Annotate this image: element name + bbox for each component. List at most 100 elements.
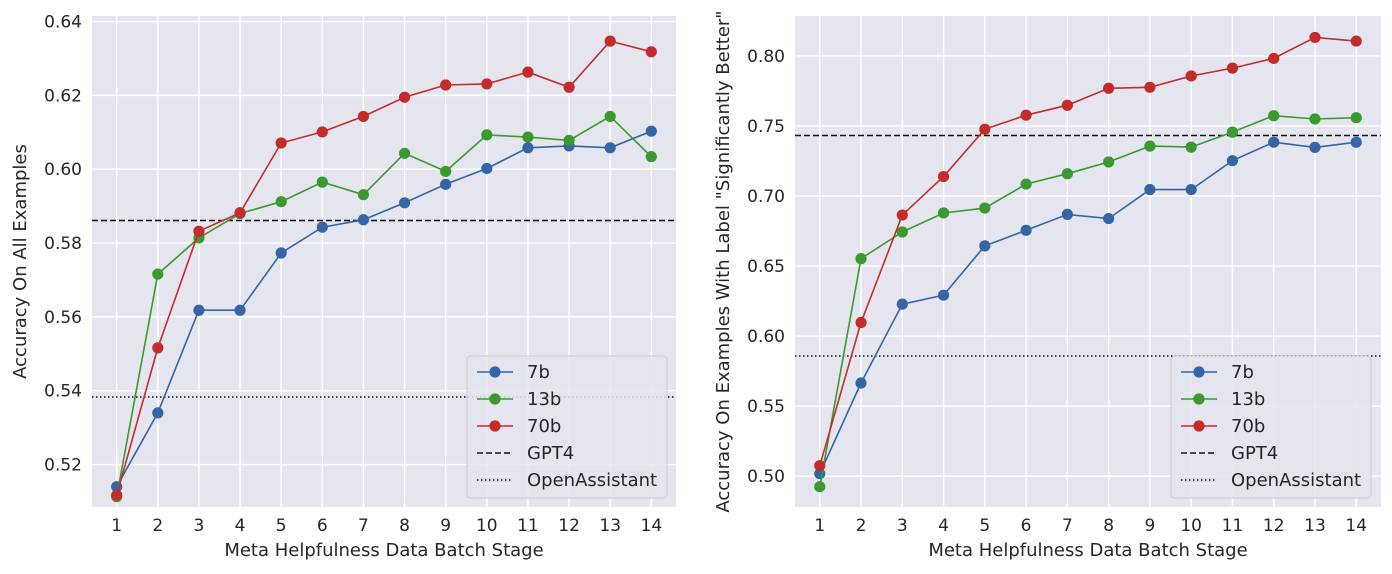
chart2-x-tick-label: 8 (1103, 516, 1114, 536)
chart1-series-13b-point (645, 151, 657, 163)
chart2-legend-marker (1193, 420, 1205, 432)
chart2-legend-item: 70b (1181, 416, 1265, 437)
chart1-series-70b-point (111, 489, 123, 501)
chart2-series-13b-line (819, 114, 1357, 487)
chart1-series-70b-point (193, 225, 205, 237)
chart2-series-70b-point (937, 170, 950, 183)
chart2-y-tick-label: 0.75 (747, 117, 785, 137)
chart2-legend-marker (1193, 366, 1205, 378)
chart2-y-tick-label: 0.60 (747, 327, 785, 347)
chart2-x-tick-label: 4 (938, 516, 949, 536)
chart1-x-axis-label: Meta Helpfulness Data Batch Stage (224, 540, 543, 561)
chart2-series-70b-point (1268, 52, 1280, 65)
chart1-x-tick-label: 14 (641, 516, 663, 536)
chart1-series-13b-point (398, 147, 411, 159)
chart2-x-tick-label: 1 (814, 516, 825, 536)
chart1-x-tick-label: 5 (276, 516, 287, 536)
chart2-series-70b (814, 31, 1362, 472)
chart1-series-13b-point (275, 196, 287, 208)
chart1-legend-label: 13b (527, 389, 561, 410)
chart1-series-70b-point (481, 78, 493, 90)
chart2-legend-item: OpenAssistant (1181, 470, 1361, 491)
chart1-y-tick-label: 0.52 (44, 456, 82, 476)
chart1-series-7b-point (357, 214, 370, 226)
chart2-series-7b-point (1226, 155, 1239, 167)
chart2-series-70b-point (1144, 81, 1156, 93)
chart1-legend-label: 7b (527, 362, 550, 383)
chart1-x-tick-label: 8 (399, 516, 410, 536)
chart1-series-70b-point (275, 137, 287, 149)
chart2-series-13b-point (937, 207, 950, 219)
chart2-series-13b-point (896, 226, 908, 238)
chart1-series-7b-line (116, 130, 652, 488)
chart1-series-13b-point (316, 176, 328, 188)
chart2-series-7b-point (979, 240, 991, 252)
chart1-series-70b-point (357, 110, 370, 123)
chart1-legend-item: 70b (477, 416, 561, 437)
chart2-series-70b-point (1061, 99, 1073, 111)
chart2-legend: 7b 13b 70b GPT4 OpenAssistant (1170, 355, 1372, 499)
chart2-x-tick-label: 13 (1304, 516, 1326, 536)
chart1-series-13b-point (522, 131, 534, 143)
chart1-x-tick-label: 3 (194, 516, 205, 536)
chart1-legend: 7b 13b 70b GPT4 OpenAssistant (466, 355, 668, 499)
chart1: 1 2 3 4 5 6 7 8 9 10 11 12 13 140.520.540.560.580.600… (10, 13, 676, 561)
chart1-series-70b-point (522, 66, 534, 78)
chart2-series-70b-point (1350, 35, 1362, 47)
chart1-legend-label: 70b (527, 416, 561, 437)
chart2-series-13b-point (1185, 141, 1197, 153)
chart1-series-7b-point (604, 142, 616, 154)
chart2-y-tick-label: 0.50 (747, 467, 785, 487)
chart1-x-tick-label: 11 (517, 516, 539, 536)
chart2-series-70b-point (1309, 31, 1321, 44)
chart1-x-tick-label: 10 (476, 516, 498, 536)
chart2-series-70b-point (1226, 62, 1239, 74)
chart1-legend-item: 13b (477, 389, 561, 410)
chart2-series-7b-line (819, 141, 1357, 475)
chart2-series-13b (814, 110, 1362, 493)
chart1-series-7b-point (316, 221, 328, 233)
chart1-legend-item: OpenAssistant (477, 470, 657, 491)
chart1-series-70b-point (234, 207, 246, 219)
chart2-series-7b-point (1144, 183, 1156, 196)
chart1-series-70b-point (645, 46, 657, 58)
chart2-x-tick-label: 14 (1345, 516, 1367, 536)
chart1-legend-frame (466, 355, 668, 499)
chart2-series-13b-point (1350, 112, 1362, 124)
chart1-series-70b-point (440, 79, 452, 91)
chart2-series-13b-point (1144, 140, 1156, 152)
chart1-x-tick-label: 9 (440, 516, 451, 536)
chart2-legend-label: 7b (1231, 362, 1254, 383)
chart2-legend-item: GPT4 (1181, 443, 1278, 464)
chart1-legend-label: GPT4 (527, 443, 574, 464)
chart2-x-tick-label: 7 (1062, 516, 1073, 536)
chart2-series-70b-point (1185, 70, 1197, 82)
chart1-series-7b-point (440, 178, 452, 190)
chart2-y-tick-label: 0.55 (747, 397, 785, 417)
chart2-x-tick-label: 12 (1263, 516, 1285, 536)
chart1-series-7b-point (152, 407, 164, 419)
chart2-legend-label: 13b (1231, 389, 1265, 410)
chart1-y-tick-label: 0.54 (44, 382, 82, 402)
chart1-series-70b-point (563, 81, 575, 93)
chart1-series-7b-point (645, 125, 657, 137)
chart2-x-tick-label: 9 (1144, 516, 1155, 536)
chart1-y-tick-label: 0.56 (44, 308, 82, 328)
chart2-series-13b-point (1061, 168, 1073, 180)
chart2-y-tick-label: 0.70 (747, 187, 785, 207)
chart2-series-13b-point (1226, 126, 1239, 138)
chart2-legend-marker (1193, 393, 1205, 405)
chart2-series-70b-point (979, 123, 991, 135)
chart2-y-tick-label: 0.65 (747, 257, 785, 277)
chart2-legend-label: 70b (1231, 416, 1265, 437)
chart2-series-70b-point (1020, 109, 1032, 121)
chart2-series-70b-point (814, 460, 826, 472)
chart2-series-13b-point (1020, 178, 1032, 190)
chart1-series-70b-point (398, 91, 411, 103)
chart1-legend-marker (489, 366, 501, 378)
chart1-x-tick-label: 4 (235, 516, 246, 536)
chart2-series-7b-point (1020, 224, 1032, 236)
chart2-legend-label: GPT4 (1231, 443, 1278, 464)
chart2-x-tick-label: 2 (856, 516, 867, 536)
